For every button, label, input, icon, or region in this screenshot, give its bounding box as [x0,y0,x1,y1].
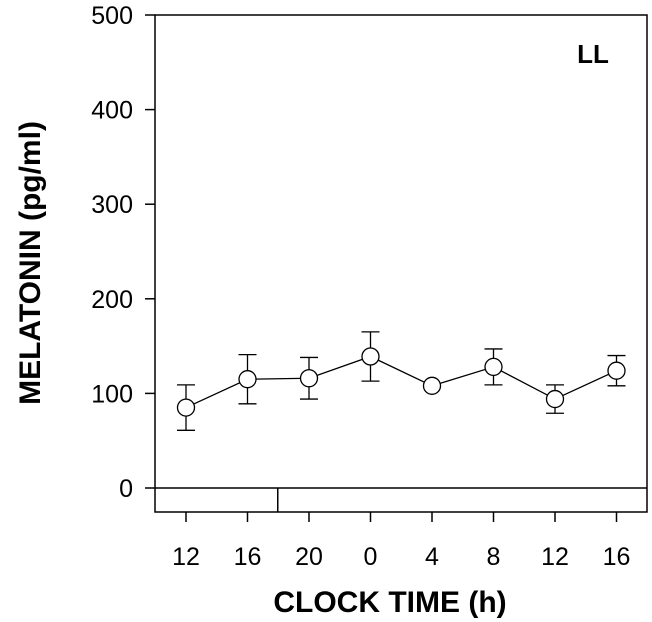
data-point [545,389,565,409]
y-tick-label: 300 [91,191,133,219]
y-tick-label: 100 [91,380,133,408]
x-tick-label: 20 [295,543,323,571]
y-axis: 0 100 200 300 400 500 [91,2,155,503]
x-tick-label: 12 [172,543,200,571]
x-axis-title: CLOCK TIME (h) [273,586,506,619]
x-tick-label: 12 [541,543,569,571]
data-point [176,398,196,417]
x-tick-label: 8 [487,543,501,571]
series-line [185,355,617,409]
x-tick-label: 16 [234,543,262,571]
y-tick-label: 200 [91,286,133,314]
data-point [484,357,503,377]
data-point [607,361,626,380]
panel-label: LL [577,39,609,69]
y-tick-label: 0 [119,475,133,503]
y-tick-label: 400 [91,97,133,125]
x-tick-label: 16 [603,543,631,571]
y-axis-title: MELATONIN (pg/ml) [14,121,47,405]
data-point [299,369,319,388]
data-point [361,347,380,366]
plot-frame [154,14,648,513]
x-tick-label: 0 [364,543,378,571]
y-tick-label: 500 [91,2,133,30]
data-point [422,376,442,395]
data-point [238,370,257,389]
series-layer [176,331,626,431]
x-tick-label: 4 [425,543,439,571]
x-axis: 12 16 20 0 4 8 12 16 [172,512,630,571]
